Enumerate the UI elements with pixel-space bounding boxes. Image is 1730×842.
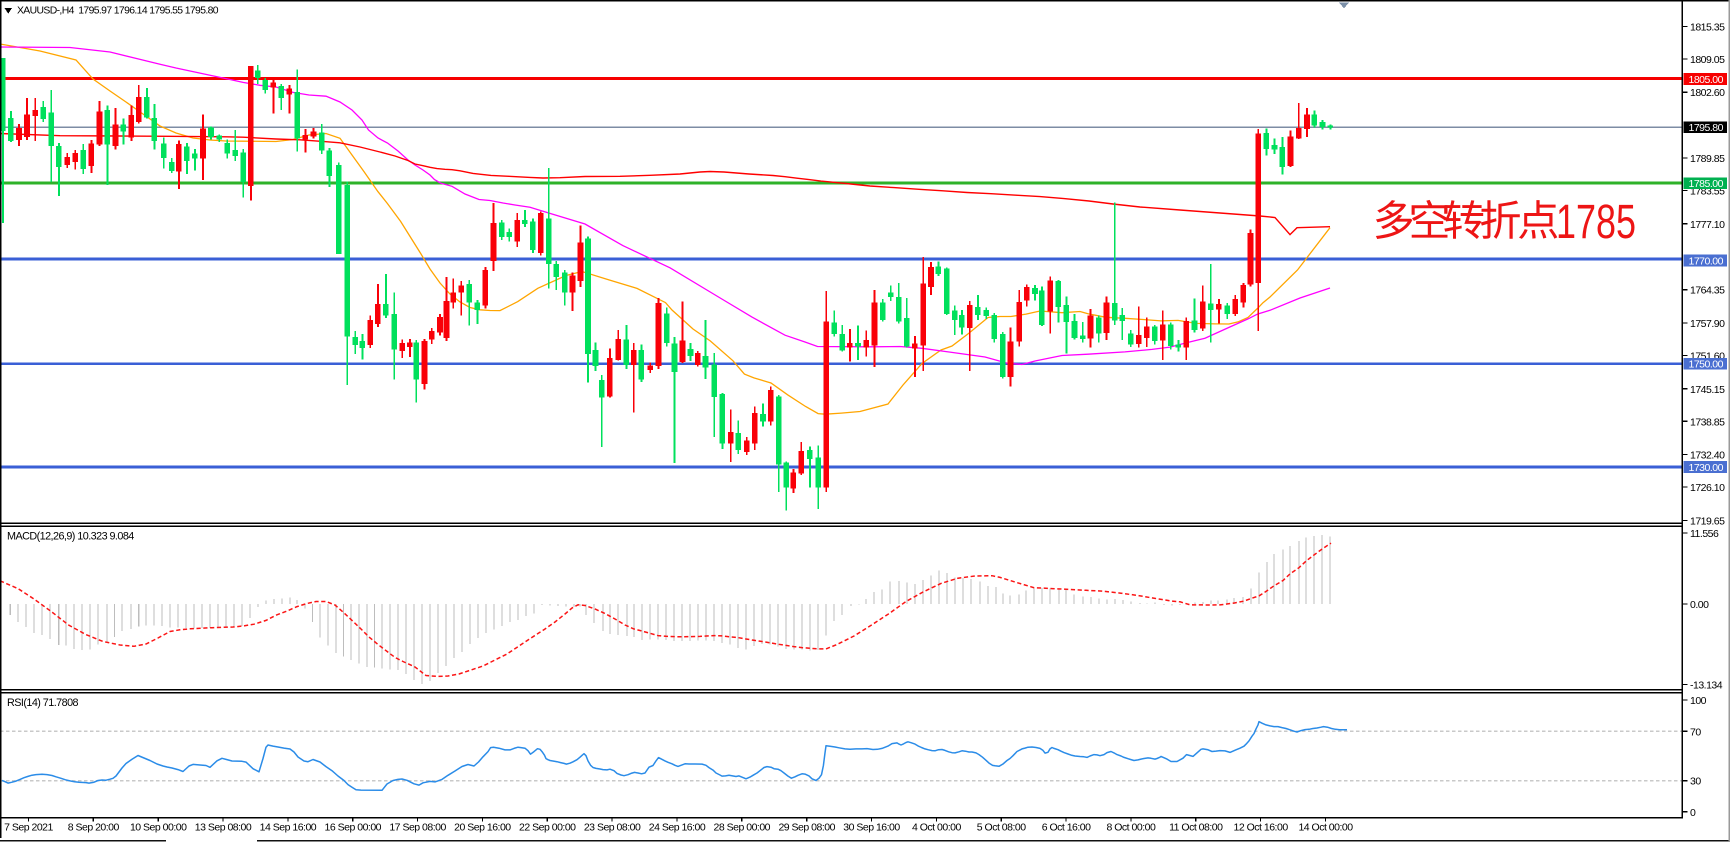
svg-text:0: 0 <box>1690 807 1696 819</box>
svg-text:17 Sep 08:00: 17 Sep 08:00 <box>389 822 446 834</box>
svg-text:1795.80: 1795.80 <box>1689 122 1724 134</box>
svg-text:10 Sep 00:00: 10 Sep 00:00 <box>130 822 187 834</box>
svg-text:1764.35: 1764.35 <box>1690 285 1725 297</box>
svg-text:24 Sep 16:00: 24 Sep 16:00 <box>649 822 706 834</box>
svg-text:1732.40: 1732.40 <box>1690 450 1725 462</box>
svg-text:RSI(14) 71.7808: RSI(14) 71.7808 <box>7 697 79 709</box>
svg-text:20 Sep 16:00: 20 Sep 16:00 <box>454 822 511 834</box>
svg-text:1726.10: 1726.10 <box>1690 482 1725 494</box>
svg-text:7 Sep 2021: 7 Sep 2021 <box>4 822 53 834</box>
svg-text:4 Oct 00:00: 4 Oct 00:00 <box>912 822 961 834</box>
svg-text:1757.90: 1757.90 <box>1690 318 1725 330</box>
svg-text:28 Sep 00:00: 28 Sep 00:00 <box>714 822 771 834</box>
svg-text:1789.85: 1789.85 <box>1690 153 1725 165</box>
svg-text:5 Oct 08:00: 5 Oct 08:00 <box>977 822 1026 834</box>
svg-text:13 Sep 08:00: 13 Sep 08:00 <box>195 822 252 834</box>
svg-text:1809.05: 1809.05 <box>1690 54 1725 66</box>
svg-text:MACD(12,26,9) 10.323 9.084: MACD(12,26,9) 10.323 9.084 <box>7 531 134 543</box>
svg-text:11.556: 11.556 <box>1690 528 1719 540</box>
svg-text:1750.00: 1750.00 <box>1689 359 1724 371</box>
svg-text:12 Oct 16:00: 12 Oct 16:00 <box>1234 822 1289 834</box>
svg-text:8 Oct 00:00: 8 Oct 00:00 <box>1107 822 1156 834</box>
svg-text:-13.134: -13.134 <box>1690 680 1723 692</box>
svg-text:XAUUSD-,H4 1795.97 1796.14 17: XAUUSD-,H4 1795.97 1796.14 1795.55 1795.… <box>17 6 219 17</box>
svg-text:1719.65: 1719.65 <box>1690 515 1725 527</box>
svg-text:1805.00: 1805.00 <box>1689 74 1724 86</box>
svg-text:1785: 1785 <box>1556 196 1636 249</box>
svg-text:1745.15: 1745.15 <box>1690 384 1725 396</box>
svg-text:14 Sep 16:00: 14 Sep 16:00 <box>260 822 317 834</box>
svg-text:70: 70 <box>1690 726 1701 738</box>
svg-text:1770.00: 1770.00 <box>1689 255 1724 267</box>
svg-text:6 Oct 16:00: 6 Oct 16:00 <box>1042 822 1091 834</box>
svg-text:11 Oct 08:00: 11 Oct 08:00 <box>1169 822 1223 834</box>
svg-text:23 Sep 08:00: 23 Sep 08:00 <box>584 822 641 834</box>
svg-text:29 Sep 08:00: 29 Sep 08:00 <box>778 822 835 834</box>
svg-text:1785.00: 1785.00 <box>1689 178 1724 190</box>
svg-text:8 Sep 20:00: 8 Sep 20:00 <box>68 822 120 834</box>
svg-text:0.00: 0.00 <box>1690 599 1709 611</box>
svg-text:16 Sep 00:00: 16 Sep 00:00 <box>325 822 382 834</box>
svg-text:1730.00: 1730.00 <box>1689 462 1724 474</box>
svg-text:1802.60: 1802.60 <box>1690 87 1725 99</box>
svg-text:30: 30 <box>1690 776 1701 788</box>
svg-text:30 Sep 16:00: 30 Sep 16:00 <box>843 822 900 834</box>
svg-text:14 Oct 00:00: 14 Oct 00:00 <box>1298 822 1353 834</box>
svg-text:22 Sep 00:00: 22 Sep 00:00 <box>519 822 576 834</box>
svg-text:1777.10: 1777.10 <box>1690 219 1725 231</box>
svg-text:100: 100 <box>1690 695 1707 707</box>
svg-text:1815.35: 1815.35 <box>1690 21 1725 33</box>
svg-text:1738.85: 1738.85 <box>1690 416 1725 428</box>
